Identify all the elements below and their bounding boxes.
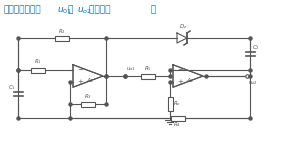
Text: +: + [177,79,183,85]
Text: $R_3$: $R_3$ [84,92,92,101]
Text: 分别为（              ）: 分别为（ ） [89,5,156,14]
Bar [140,74,154,78]
Polygon shape [173,65,203,87]
Bar [168,97,173,111]
Text: A₂: A₂ [187,77,193,82]
Bar [55,35,69,40]
Text: $u_{o2}$: $u_{o2}$ [77,5,92,15]
Text: $u_{01}$: $u_{01}$ [57,5,72,15]
Bar [31,68,45,73]
Text: $R_4$: $R_4$ [173,120,182,129]
Text: +: + [77,79,83,85]
Text: $u_{o2}$: $u_{o2}$ [248,79,258,87]
Text: −: − [77,67,83,73]
Polygon shape [177,33,187,43]
Text: −: − [177,67,183,73]
Text: $C_2$: $C_2$ [252,43,260,52]
Text: ．下图电路中，: ．下图电路中， [3,5,41,14]
Text: $R_1$: $R_1$ [34,57,42,66]
Bar [81,101,95,107]
Text: A₁: A₁ [87,77,93,82]
Text: $C_1$: $C_1$ [8,83,16,92]
Text: $R_o$: $R_o$ [173,100,181,109]
Text: $D_z$: $D_z$ [179,22,187,31]
Bar [171,116,185,120]
Text: $u_{o1}$: $u_{o1}$ [126,65,136,73]
Text: $R_2$: $R_2$ [58,27,66,36]
Text: 及: 及 [68,5,76,14]
Polygon shape [73,65,103,87]
Text: $R_5$: $R_5$ [144,64,152,73]
